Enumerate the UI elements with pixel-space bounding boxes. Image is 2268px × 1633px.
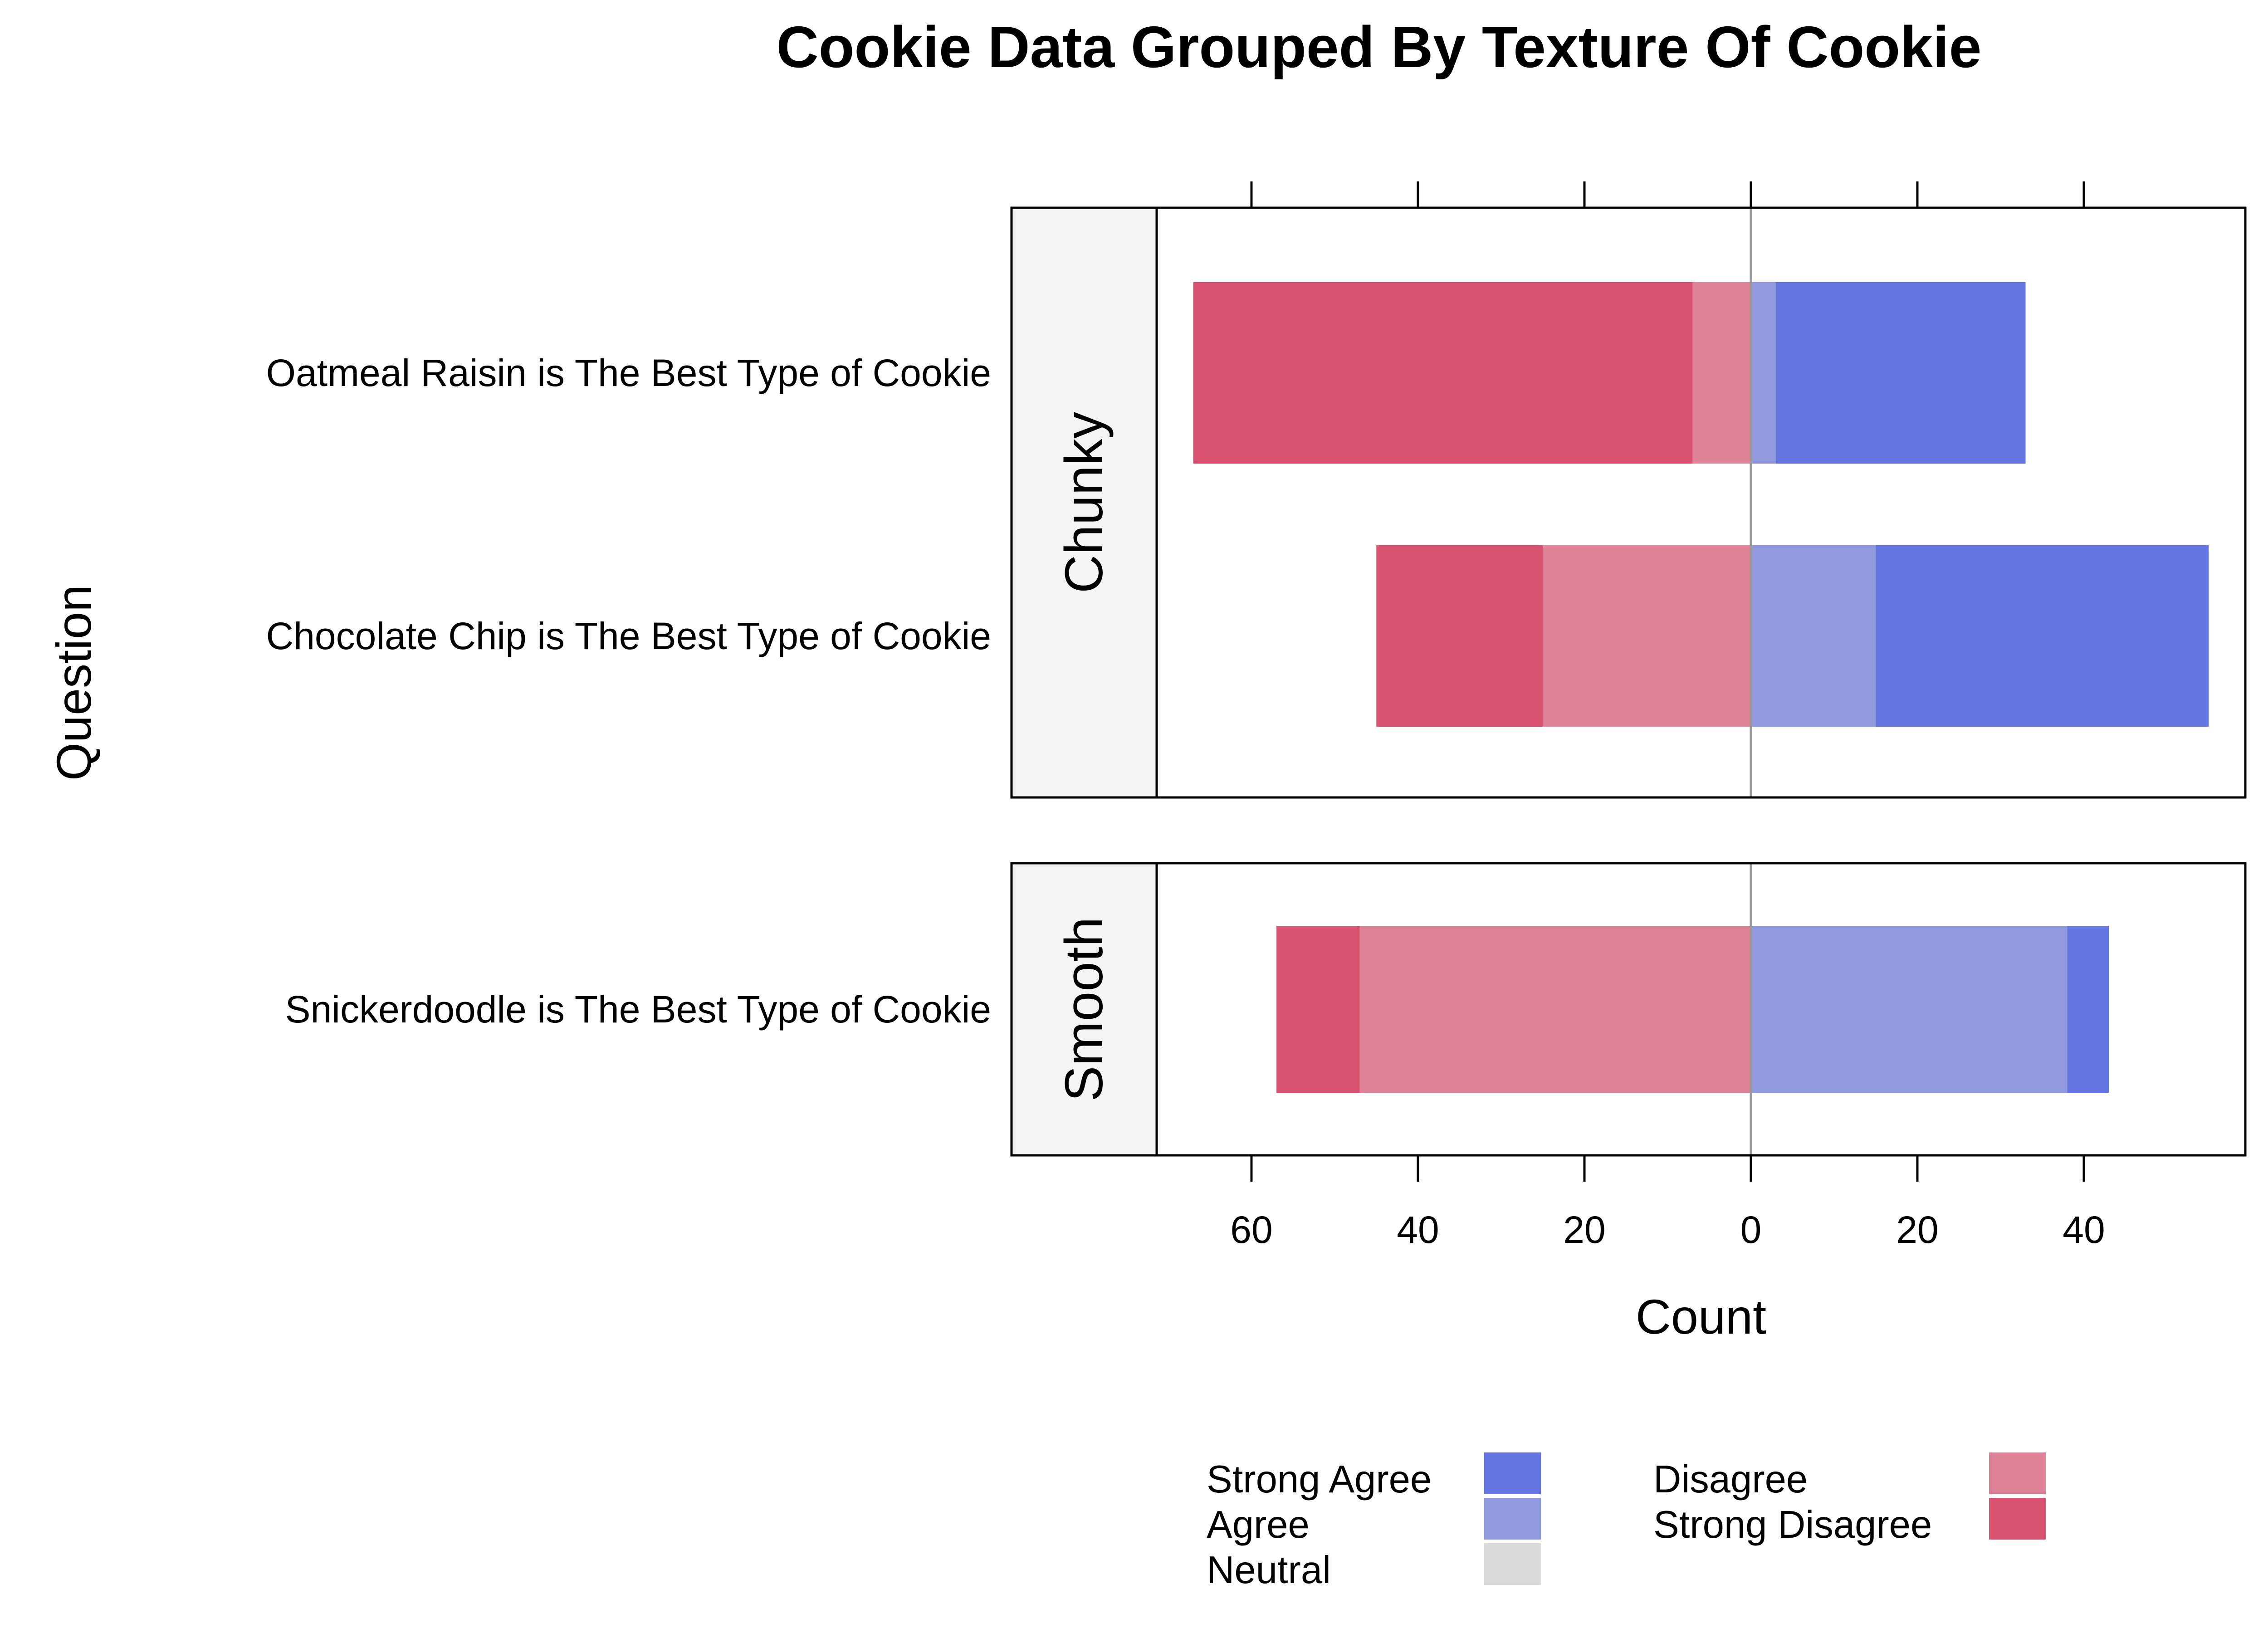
bar-agree xyxy=(1751,282,1776,464)
bar-agree xyxy=(1751,926,2068,1093)
question-label: Oatmeal Raisin is The Best Type of Cooki… xyxy=(266,352,991,394)
bar-strong-agree xyxy=(2067,926,2109,1093)
bar-disagree xyxy=(1359,926,1751,1093)
x-tick-label: 40 xyxy=(1397,1208,1439,1251)
panel-border xyxy=(1010,206,2247,799)
legend-swatch-agree xyxy=(1484,1498,1541,1540)
panel-chunky: Oatmeal Raisin is The Best Type of Cooki… xyxy=(266,206,2247,799)
x-tick-label: 40 xyxy=(2063,1208,2105,1251)
strip-label: Smooth xyxy=(1054,917,1114,1102)
bar-strong-agree xyxy=(1776,282,2026,464)
chart-panels: Oatmeal Raisin is The Best Type of Cooki… xyxy=(266,206,2247,1157)
legend-swatch-strong-agree xyxy=(1484,1452,1541,1494)
panel-smooth: Snickerdoodle is The Best Type of Cookie… xyxy=(285,862,2247,1157)
chart-title: Cookie Data Grouped By Texture Of Cookie xyxy=(777,15,1982,80)
legend-label-strong-disagree: Strong Disagree xyxy=(1653,1503,1932,1546)
legend-label-agree: Agree xyxy=(1207,1503,1310,1546)
bar-strong-disagree xyxy=(1376,545,1543,727)
x-tick-label: 60 xyxy=(1230,1208,1272,1251)
strip-background xyxy=(1012,863,1157,1155)
bar-disagree xyxy=(1543,545,1751,727)
panel-border xyxy=(1010,862,2247,1157)
bar-strong-disagree xyxy=(1276,926,1360,1093)
x-tick-label: 0 xyxy=(1740,1208,1762,1251)
x-tick-label: 20 xyxy=(1896,1208,1938,1251)
bar-strong-agree xyxy=(1876,545,2209,727)
bar-strong-disagree xyxy=(1193,282,1693,464)
legend-label-disagree: Disagree xyxy=(1653,1458,1808,1501)
legend-swatch-neutral xyxy=(1484,1543,1541,1585)
question-label: Chocolate Chip is The Best Type of Cooki… xyxy=(266,615,991,657)
legend-swatch-strong-disagree xyxy=(1989,1498,2046,1540)
strip-background xyxy=(1012,208,1157,797)
x-axis-ticks: 60 40 20 0 20 40 xyxy=(1230,181,2105,1251)
legend-label-strong-agree: Strong Agree xyxy=(1207,1458,1432,1501)
x-tick-label: 20 xyxy=(1563,1208,1605,1251)
x-axis-title: Count xyxy=(1636,1289,1766,1344)
strip-label: Chunky xyxy=(1054,412,1114,593)
bar-agree xyxy=(1751,545,1876,727)
y-axis-title: Question xyxy=(46,585,101,781)
legend-label-neutral: Neutral xyxy=(1207,1549,1331,1592)
question-label: Snickerdoodle is The Best Type of Cookie xyxy=(285,988,991,1031)
bar-disagree xyxy=(1692,282,1751,464)
legend-swatch-disagree xyxy=(1989,1452,2046,1494)
